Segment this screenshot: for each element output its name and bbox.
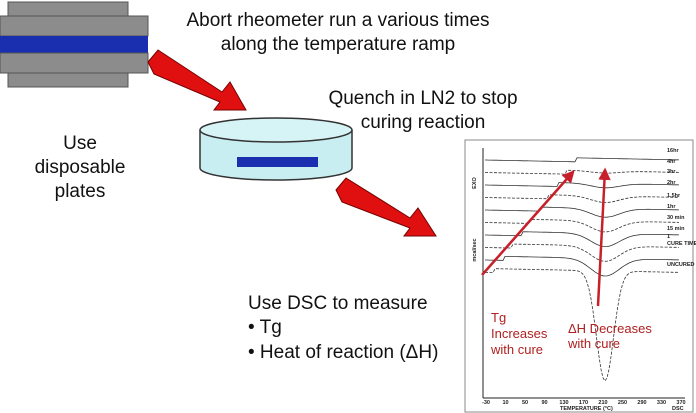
- curve-label: 16hr: [667, 148, 679, 154]
- x-tick-label: 330: [657, 400, 666, 406]
- x-tick-label: 50: [522, 400, 528, 406]
- x-tick-label: 250: [618, 400, 627, 406]
- arrow: [147, 49, 247, 111]
- x-tick-label: 170: [579, 400, 588, 406]
- annotation-arrow: [596, 167, 611, 307]
- step-text: plates: [55, 181, 106, 202]
- dsc-curve: [485, 268, 680, 382]
- step-text: Abort rheometer run a various times: [186, 10, 489, 31]
- annotation: with cure: [567, 336, 620, 351]
- dsc-curve: [485, 182, 680, 189]
- annotation: Increases: [491, 326, 548, 341]
- x-tick-label: 370: [676, 400, 685, 406]
- dsc-curve: [485, 169, 680, 175]
- step-text: • Heat of reaction (ΔH): [248, 342, 438, 363]
- x-tick-label: 130: [559, 400, 568, 406]
- dsc-curve: [485, 243, 680, 262]
- dsc-plot: mcal/sec EXO TEMPERATURE (°C) DSC -30 10 5…: [464, 139, 696, 413]
- axis-label: EXO: [472, 176, 478, 188]
- annotation: Tg: [491, 310, 506, 325]
- dsc-curve: [485, 206, 680, 218]
- curve-label: 4hr: [667, 159, 676, 165]
- curve-label: 1.5hr: [667, 193, 681, 199]
- step-text: • Tg: [248, 317, 282, 338]
- curve-label: 3hr: [667, 169, 676, 175]
- axis-label: mcal/sec: [472, 238, 478, 261]
- dsc-curve: [485, 218, 680, 233]
- dsc-curve: [485, 157, 680, 163]
- x-tick-label: 210: [598, 400, 607, 406]
- curve-label: 1hr: [667, 204, 676, 210]
- step-text: along the temperature ramp: [221, 34, 455, 55]
- curve-label: 1: [667, 234, 670, 240]
- step-text: Use: [63, 133, 97, 154]
- axis-label: TEMPERATURE (°C): [560, 406, 613, 412]
- curve-label: UNCURED: [667, 262, 695, 268]
- curve-label: 2hr: [667, 180, 676, 186]
- x-tick-label: 290: [637, 400, 646, 406]
- axis-label: DSC: [672, 406, 684, 412]
- dsc-curve: [485, 194, 680, 203]
- step-text: Use DSC to measure: [248, 293, 428, 314]
- dsc-curve: [485, 255, 680, 277]
- x-tick-label: -30: [482, 400, 490, 406]
- step-text: Quench in LN2 to stop: [328, 88, 517, 109]
- arrow: [335, 177, 437, 237]
- annotation-arrow: [481, 170, 575, 276]
- dish-icon: [199, 117, 353, 181]
- annotation: with cure: [490, 342, 543, 357]
- curve-label: 15 min: [667, 226, 685, 232]
- step-text: curing reaction: [361, 112, 486, 133]
- plates-icon: [0, 1, 149, 88]
- curve-label: CURE TIME: [667, 241, 696, 247]
- curve-label: 30 min: [667, 215, 685, 221]
- x-tick-label: 90: [541, 400, 547, 406]
- x-tick-label: 10: [502, 400, 508, 406]
- step-text: disposable: [35, 157, 126, 178]
- annotation: ΔH Decreases: [568, 321, 652, 336]
